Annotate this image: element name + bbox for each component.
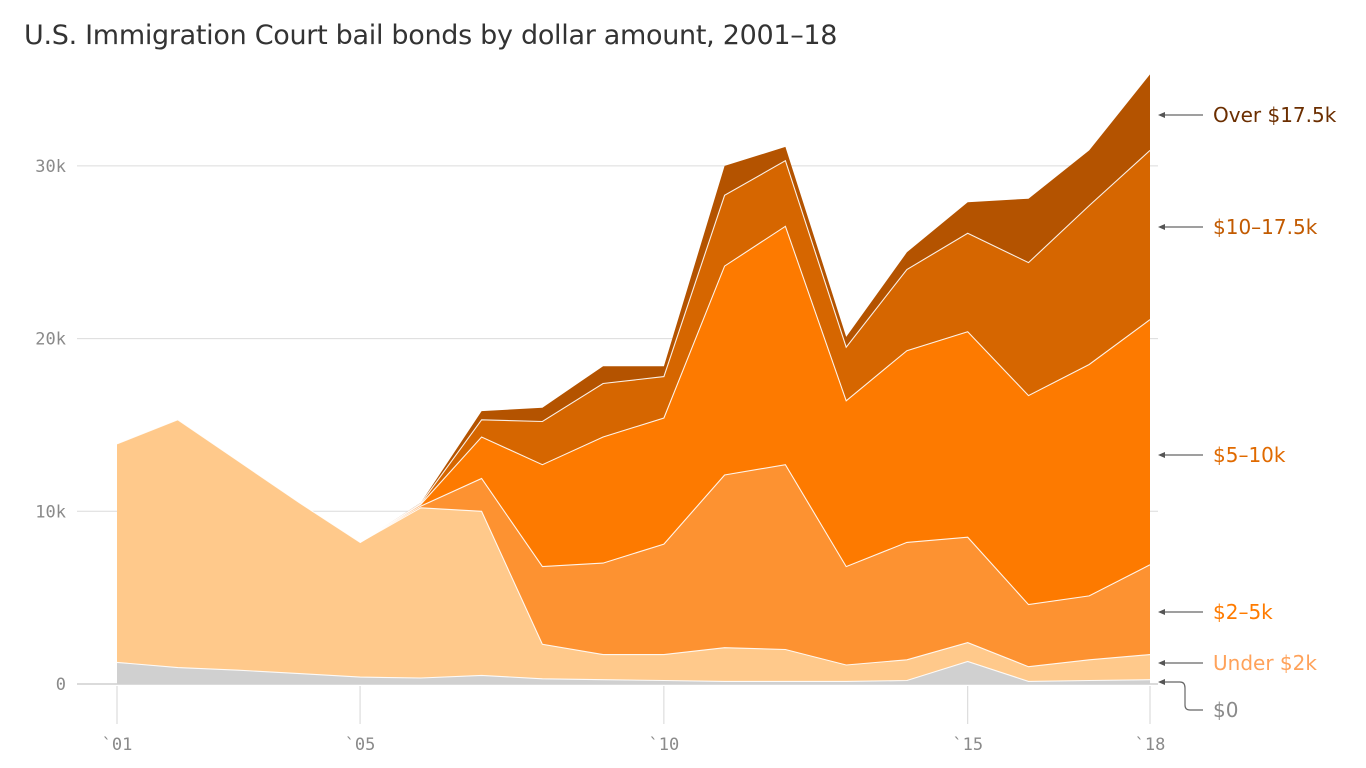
arrowhead-icon bbox=[1158, 609, 1165, 615]
legend-label: $5–10k bbox=[1213, 443, 1286, 467]
y-axis: 0 10k 20k 30k bbox=[35, 157, 66, 695]
area-separator bbox=[359, 464, 1151, 606]
arrowhead-icon bbox=[1158, 660, 1165, 666]
area--10-17-5k bbox=[360, 150, 1151, 543]
area--2-5k bbox=[360, 464, 1151, 667]
x-axis: `01 `05 `10 `15 `18 bbox=[102, 686, 1166, 755]
area-separator bbox=[359, 149, 1151, 543]
area--0 bbox=[117, 661, 1150, 684]
area-separator bbox=[116, 419, 1151, 668]
area-over-17-5k bbox=[360, 74, 1151, 543]
area-separator bbox=[359, 225, 1151, 543]
legend-label: $0 bbox=[1213, 698, 1238, 722]
arrowhead-icon bbox=[1158, 112, 1165, 118]
area-layers bbox=[116, 74, 1151, 684]
x-tick-label: `15 bbox=[952, 735, 983, 755]
area--5-10k bbox=[360, 226, 1151, 605]
legend-label: $2–5k bbox=[1213, 600, 1273, 624]
arrowhead-icon bbox=[1158, 452, 1165, 458]
x-tick-label: `05 bbox=[345, 735, 376, 755]
area-separator bbox=[116, 660, 1151, 682]
x-tick-label: `18 bbox=[1135, 735, 1166, 755]
y-tick-label: 30k bbox=[35, 157, 66, 177]
x-tick-label: `01 bbox=[102, 735, 133, 755]
x-tick-label: `10 bbox=[649, 735, 680, 755]
y-tick-label: 10k bbox=[35, 502, 66, 522]
legend-arrow bbox=[1160, 681, 1203, 711]
chart-title: U.S. Immigration Court bail bonds by dol… bbox=[24, 20, 838, 51]
y-tick-label: 0 bbox=[56, 675, 66, 695]
legend-label: Under $2k bbox=[1213, 651, 1317, 675]
legend: Over $17.5k $10–17.5k $5–10k $2–5k Under $2k… bbox=[1158, 103, 1337, 722]
legend-label: Over $17.5k bbox=[1213, 103, 1337, 127]
legend-label: $10–17.5k bbox=[1213, 215, 1318, 239]
arrowhead-icon bbox=[1158, 224, 1165, 230]
area-under-2k bbox=[117, 419, 1150, 682]
y-tick-label: 20k bbox=[35, 330, 66, 350]
arrowhead-icon bbox=[1158, 679, 1165, 685]
